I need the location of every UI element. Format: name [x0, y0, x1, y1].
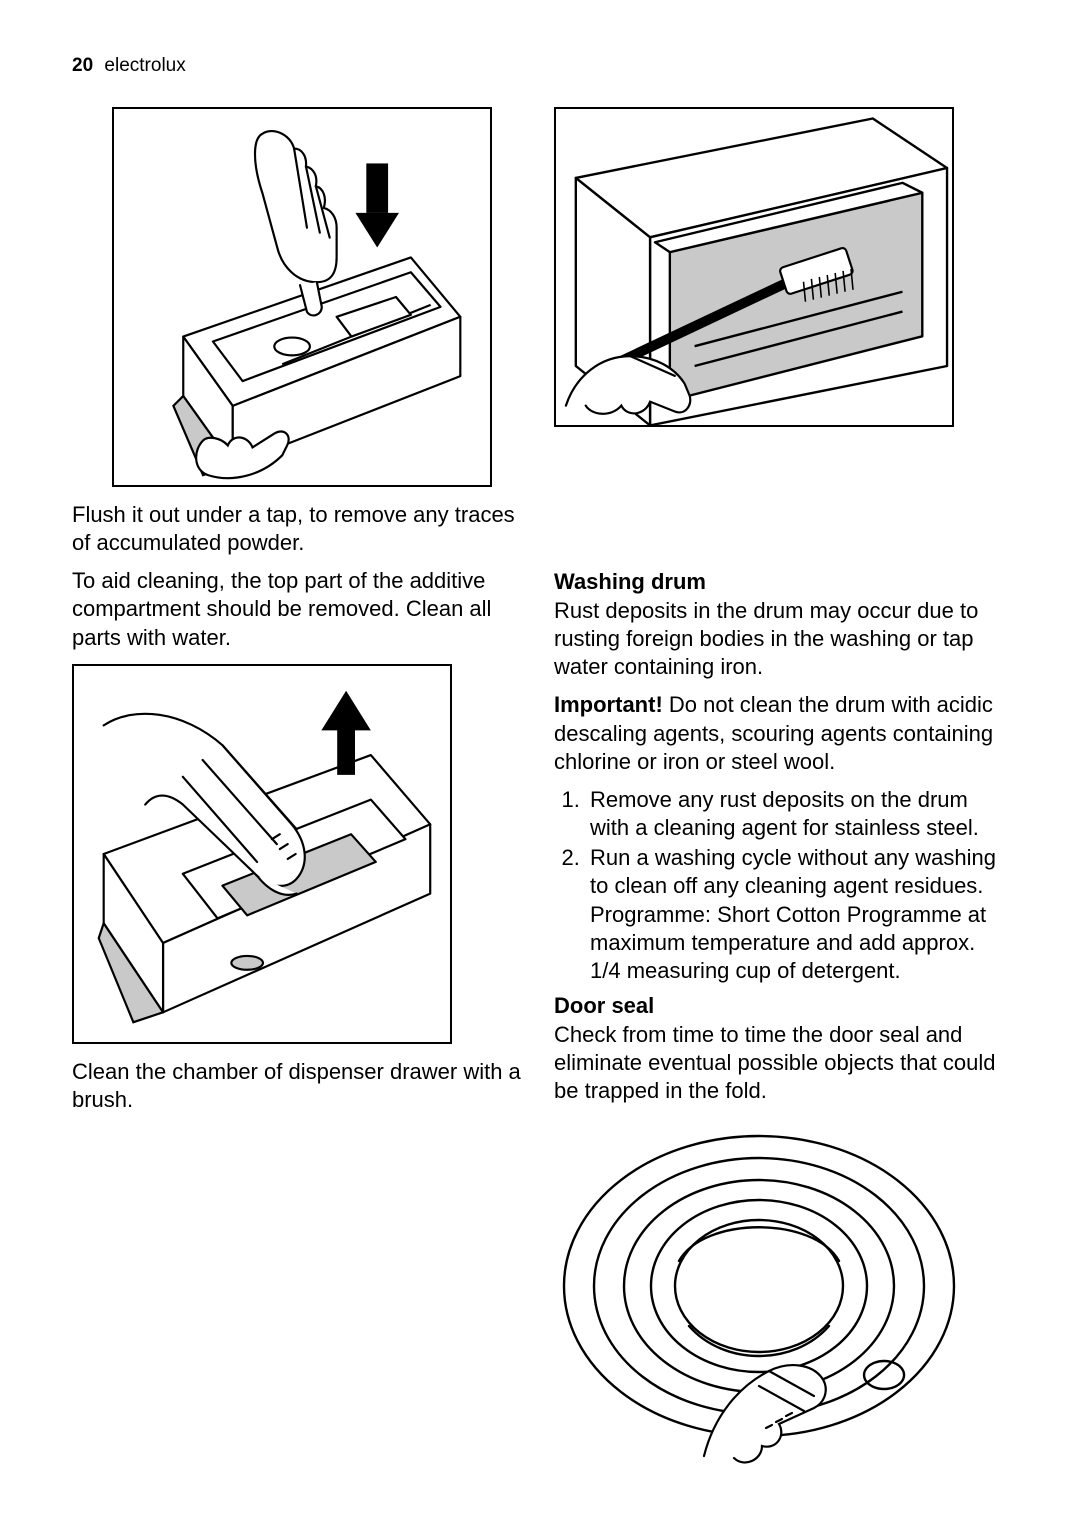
dispenser-drawer-remove-illustration — [112, 107, 492, 487]
page-header: 20 electrolux — [72, 55, 1008, 77]
washing-drum-steps: Remove any rust deposits on the drum wit… — [554, 786, 1008, 985]
washing-drum-para: Rust deposits in the drum may occur due … — [554, 597, 1008, 681]
brand-name: electrolux — [104, 55, 185, 76]
door-seal-check-illustration — [554, 1116, 964, 1496]
right-column: Washing drum Rust deposits in the drum m… — [554, 107, 1008, 1510]
page-number: 20 — [72, 55, 93, 76]
important-label: Important! — [554, 692, 663, 717]
washing-drum-heading: Washing drum — [554, 569, 1008, 595]
step-1: Remove any rust deposits on the drum wit… — [586, 786, 1008, 842]
step-2: Run a washing cycle without any washing … — [586, 844, 1008, 985]
para-aid-cleaning: To aid cleaning, the top part of the add… — [72, 567, 526, 651]
dispenser-drawer-press-illustration — [72, 664, 452, 1044]
two-column-layout: Flush it out under a tap, to remove any … — [72, 107, 1008, 1510]
important-note: Important! Do not clean the drum with ac… — [554, 691, 1008, 775]
para-clean-chamber: Clean the chamber of dispenser drawer wi… — [72, 1058, 526, 1114]
left-column: Flush it out under a tap, to remove any … — [72, 107, 526, 1510]
manual-page: 20 electrolux — [0, 0, 1080, 1529]
clean-chamber-brush-illustration — [554, 107, 954, 427]
spacer — [554, 441, 1008, 561]
para-flush: Flush it out under a tap, to remove any … — [72, 501, 526, 557]
door-seal-heading: Door seal — [554, 993, 1008, 1019]
door-seal-para: Check from time to time the door seal an… — [554, 1021, 1008, 1105]
